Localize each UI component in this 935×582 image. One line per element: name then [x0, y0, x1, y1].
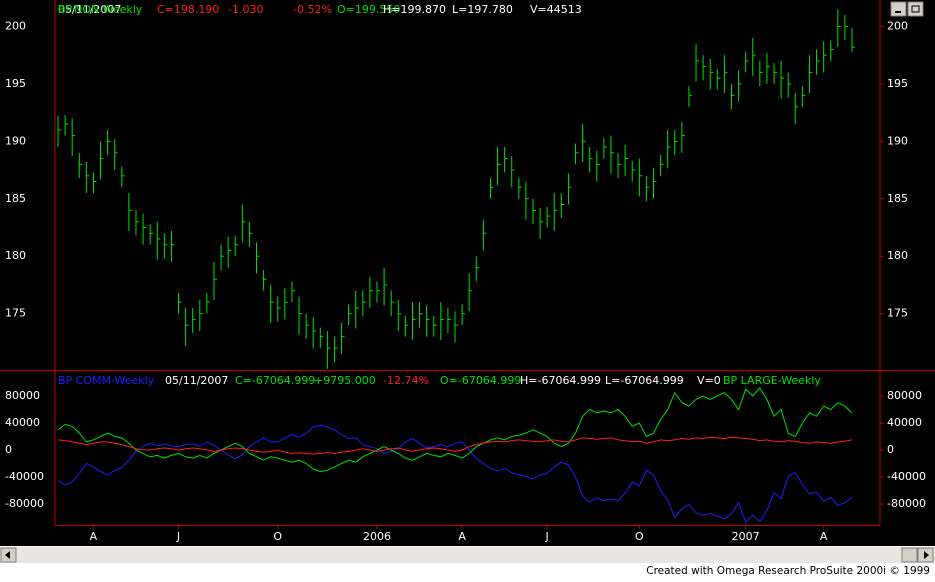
scroll-thumb[interactable]: [901, 547, 918, 563]
restore-button[interactable]: [907, 1, 924, 17]
status-text: 05/11/2007: [58, 3, 121, 16]
status-text: V=0: [697, 374, 721, 387]
x-tick-label: 2006: [363, 530, 391, 543]
y-tick-label: 80000: [887, 389, 922, 402]
y-tick-label: 200: [887, 19, 908, 32]
status-text: +9795.000: [314, 374, 376, 387]
symbol-name: BP.NON-Weekly: [58, 3, 143, 16]
scrollbar: [0, 547, 935, 563]
chart-background: [0, 0, 935, 546]
y-tick-label: 80000: [5, 389, 40, 402]
y-tick-label: 185: [5, 192, 26, 205]
y-tick-label: -40000: [5, 470, 44, 483]
minimize-button[interactable]: [890, 1, 907, 17]
x-tick-label: J: [176, 530, 180, 543]
scroll-track[interactable]: [0, 547, 935, 563]
x-tick-label: A: [458, 530, 466, 543]
window-buttons: [890, 1, 924, 17]
indicator-line: [57, 387, 853, 473]
y-tick-label: 200: [5, 19, 26, 32]
status-text: -1.030: [228, 3, 263, 16]
y-tick-label: 180: [5, 249, 26, 262]
x-tick-label: O: [273, 530, 282, 543]
y-tick-label: 40000: [887, 416, 922, 429]
x-tick-label: 2007: [732, 530, 760, 543]
status-text: -12.74%: [383, 374, 429, 387]
y-tick-label: 195: [887, 77, 908, 90]
y-tick-label: 190: [887, 134, 908, 147]
status-text: L=197.780: [452, 3, 513, 16]
y-tick-label: 180: [887, 249, 908, 262]
legend-entry: BP LARGE-Weekly: [723, 374, 821, 387]
y-tick-label: 195: [5, 77, 26, 90]
status-text: -0.52%: [293, 3, 332, 16]
y-tick-label: 185: [887, 192, 908, 205]
y-tick-label: 175: [887, 307, 908, 320]
y-tick-label: 40000: [5, 416, 40, 429]
y-tick-label: 0: [887, 443, 894, 456]
y-tick-label: -80000: [887, 497, 926, 510]
status-text: H=199.870: [383, 3, 446, 16]
x-tick-label: J: [545, 530, 549, 543]
indicator-line: [57, 436, 853, 455]
status-text: C=198.190: [157, 3, 219, 16]
restore-icon: [911, 5, 920, 13]
status-text: C=-67064.999: [235, 374, 315, 387]
arrow-icon: [5, 551, 10, 559]
x-tick-label: O: [635, 530, 644, 543]
status-text: O=199.550: [337, 3, 400, 16]
status-text: V=44513: [530, 3, 582, 16]
y-tick-label: 0: [5, 443, 12, 456]
y-tick-label: 190: [5, 134, 26, 147]
x-tick-label: A: [90, 530, 98, 543]
status-text: L=-67064.999: [605, 374, 684, 387]
indicator-line: [57, 424, 853, 524]
y-tick-label: -80000: [5, 497, 44, 510]
status-text: H=-67064.999: [520, 374, 601, 387]
status-text: O=-67064.999: [440, 374, 521, 387]
footer-credit: Created with Omega Research ProSuite 200…: [646, 565, 930, 577]
x-tick-label: A: [820, 530, 828, 543]
y-tick-label: 175: [5, 307, 26, 320]
legend-entry: BP COMM-Weekly: [58, 374, 155, 387]
status-text: 05/11/2007: [165, 374, 228, 387]
y-tick-label: -40000: [887, 470, 926, 483]
arrow-icon: [924, 551, 929, 559]
